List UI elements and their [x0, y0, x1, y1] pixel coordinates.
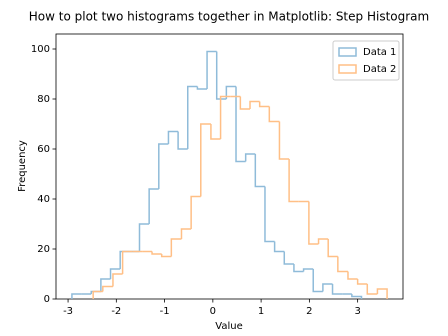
histogram-step: [167, 130, 179, 144]
y-tick-label: 20: [37, 244, 50, 255]
histogram-step: [268, 106, 280, 123]
y-axis-label: Frequency: [17, 140, 28, 192]
histogram-step: [225, 85, 237, 99]
histogram-step: [235, 86, 246, 163]
y-tick-label: 0: [44, 294, 50, 305]
histogram-step: [327, 239, 338, 258]
histogram-step: [376, 288, 388, 299]
histogram-step: [264, 186, 275, 243]
histogram-step: [148, 188, 159, 224]
legend-swatch: [338, 64, 357, 74]
histogram-step: [190, 195, 201, 229]
histogram-step: [273, 241, 285, 253]
x-tick-label: -3: [63, 306, 73, 317]
histogram-step: [308, 201, 319, 245]
histogram-step: [158, 143, 169, 189]
histogram-step: [317, 238, 329, 244]
histogram-step: [278, 121, 290, 160]
histogram-step: [138, 223, 150, 252]
x-tick-label: -1: [160, 306, 170, 317]
histogram-step: [151, 251, 162, 255]
histogram-step: [258, 101, 270, 108]
y-tick-label: 80: [37, 94, 50, 105]
histogram-step: [351, 294, 363, 299]
legend-swatch: [338, 47, 357, 57]
histogram-step: [121, 250, 133, 274]
histogram-step: [312, 269, 323, 293]
histogram-step: [180, 228, 192, 239]
histogram-step: [249, 100, 260, 109]
x-tick-label: 0: [210, 306, 216, 317]
histogram-step: [322, 283, 333, 292]
x-tick-label: -2: [111, 306, 121, 317]
histogram-step: [283, 251, 294, 265]
histogram-step: [356, 279, 368, 285]
histogram-step: [331, 284, 343, 295]
histogram-step: [239, 96, 251, 110]
histogram-step: [288, 159, 299, 203]
x-axis-label: Value: [215, 321, 242, 332]
y-tick-label: 100: [31, 44, 50, 55]
legend-label: Data 2: [363, 64, 396, 75]
histogram-step: [160, 254, 172, 258]
legend-frame: [332, 40, 400, 81]
histogram-step: [254, 154, 265, 188]
histogram-step: [187, 85, 198, 149]
x-tick-label: 3: [354, 306, 360, 317]
histogram-step: [210, 124, 221, 140]
histogram-step: [302, 268, 314, 272]
x-tick-label: 2: [306, 306, 312, 317]
histogram-step: [200, 123, 211, 197]
histogram-step: [337, 256, 348, 273]
histogram-step: [215, 51, 227, 100]
histogram-step: [347, 271, 358, 280]
plot-frame: [55, 33, 404, 300]
histogram-step: [170, 238, 182, 257]
histogram-step: [71, 293, 82, 299]
histogram-step: [293, 264, 304, 273]
histogram-step: [112, 273, 123, 287]
histogram-step: [109, 268, 121, 279]
histogram-step: [196, 86, 208, 90]
histogram-step: [177, 131, 188, 150]
y-tick-label: 60: [37, 144, 50, 155]
histogram-step: [100, 278, 111, 292]
histogram-step: [219, 95, 231, 139]
histogram-step: [119, 250, 130, 269]
legend-label: Data 1: [363, 47, 396, 58]
histogram-step: [366, 284, 378, 295]
histogram-step: [206, 50, 217, 89]
chart-title: How to plot two histograms together in M…: [29, 10, 429, 24]
x-tick-label: 1: [258, 306, 264, 317]
histogram-step: [92, 290, 103, 299]
y-tick-label: 40: [37, 194, 50, 205]
histogram-step: [102, 285, 113, 292]
histogram-step: [244, 153, 256, 162]
